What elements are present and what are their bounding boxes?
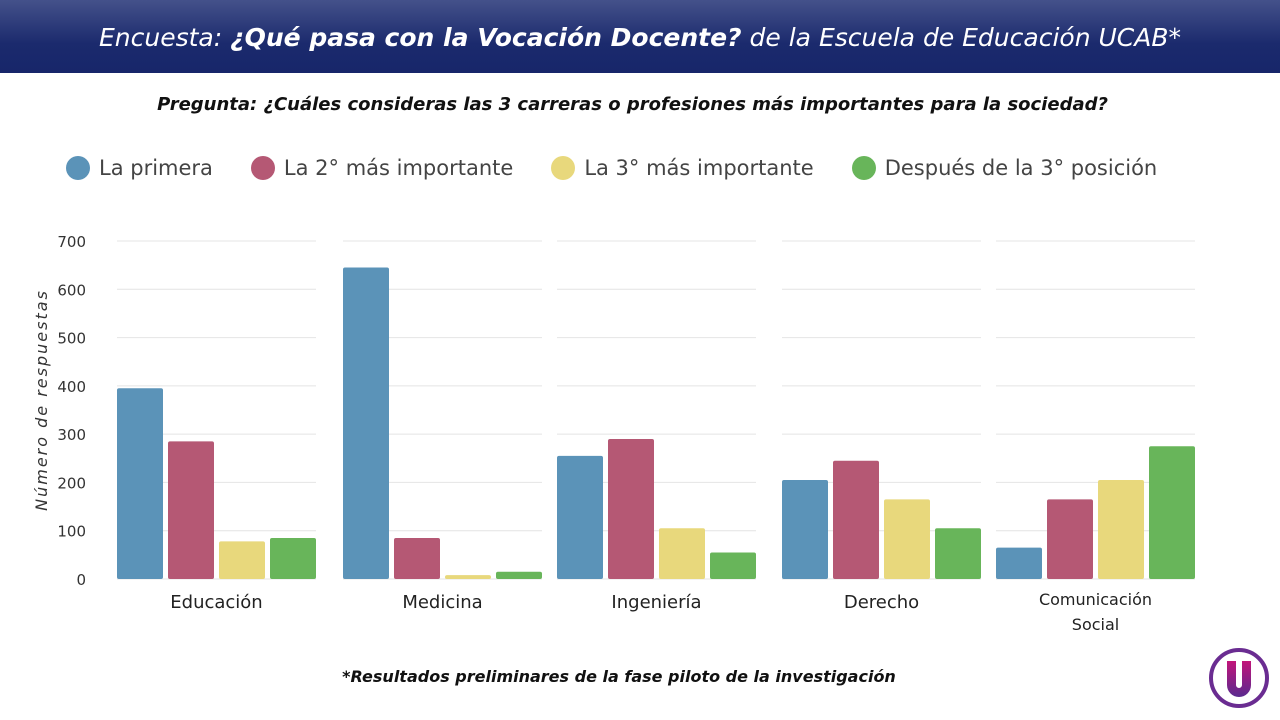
legend-label: La 2° más importante — [283, 156, 514, 180]
chart-question: Pregunta: ¿Cuáles consideras las 3 carre… — [157, 94, 1108, 115]
bar-ingeniería-1 — [608, 438, 654, 579]
bar-derecho-1 — [833, 460, 879, 579]
title-suffix: de la Escuela de Educación UCAB* — [749, 23, 1182, 52]
legend-item: La 3° más importante — [551, 156, 814, 180]
legend-label: Después de la 3° posición — [884, 156, 1158, 180]
x-tick-label: Ingeniería — [611, 592, 701, 613]
bar-derecho-3 — [935, 528, 981, 579]
bar-ingeniería-0 — [557, 455, 603, 579]
bar-comunicación-social-2 — [1098, 480, 1144, 579]
legend-swatch — [66, 156, 90, 180]
bar-comunicación-social-1 — [1047, 499, 1093, 579]
bar-medicina-3 — [496, 571, 542, 579]
footnote: *Resultados preliminares de la fase pilo… — [342, 667, 896, 686]
y-tick-label: 100 — [57, 523, 86, 541]
title-banner: Encuesta: ¿Qué pasa con la Vocación Doce… — [0, 0, 1280, 73]
legend-item: La 2° más importante — [250, 156, 514, 180]
legend-item: Después de la 3° posición — [851, 156, 1158, 180]
y-tick-label: 200 — [57, 474, 86, 492]
bar-educación-2 — [219, 541, 265, 579]
bar-medicina-1 — [394, 537, 440, 579]
legend-swatch — [551, 156, 576, 180]
x-tick-label: Educación — [170, 592, 262, 613]
x-tick-label: Comunicación — [1039, 590, 1152, 609]
y-tick-label: 0 — [76, 571, 86, 589]
legend-item: La primera — [66, 156, 213, 180]
x-tick-label: Medicina — [402, 592, 482, 613]
y-tick-label: 500 — [57, 330, 86, 348]
title-prefix: Encuesta: — [98, 23, 223, 52]
legend: La primera La 2° más importante La 3° más … — [66, 156, 1195, 180]
y-tick-label: 600 — [57, 281, 86, 299]
legend-swatch — [250, 156, 275, 180]
x-tick-label: Social — [1072, 615, 1119, 634]
y-tick-label: 400 — [57, 378, 86, 396]
bar-educación-3 — [270, 537, 316, 579]
bar-comunicación-social-0 — [996, 547, 1042, 579]
bar-educación-0 — [117, 388, 163, 579]
bar-medicina-0 — [343, 267, 389, 579]
bar-comunicación-social-3 — [1149, 446, 1195, 579]
y-axis-label: Número de respuestas — [32, 289, 51, 511]
legend-label: La 3° más importante — [584, 156, 814, 180]
bar-derecho-2 — [884, 499, 930, 579]
legend-swatch — [851, 156, 876, 180]
legend-label: La primera — [99, 156, 213, 180]
x-tick-label: Derecho — [844, 592, 919, 613]
bar-ingeniería-2 — [659, 528, 705, 579]
ucab-logo-icon — [1209, 648, 1269, 708]
bar-medicina-2 — [445, 575, 491, 579]
bar-ingeniería-3 — [710, 552, 756, 579]
title-emphasis: ¿Qué pasa con la Vocación Docente? — [230, 23, 742, 52]
y-tick-label: 700 — [57, 233, 86, 251]
y-tick-label: 300 — [57, 426, 86, 444]
bar-derecho-0 — [782, 480, 828, 579]
bar-educación-1 — [168, 441, 214, 579]
